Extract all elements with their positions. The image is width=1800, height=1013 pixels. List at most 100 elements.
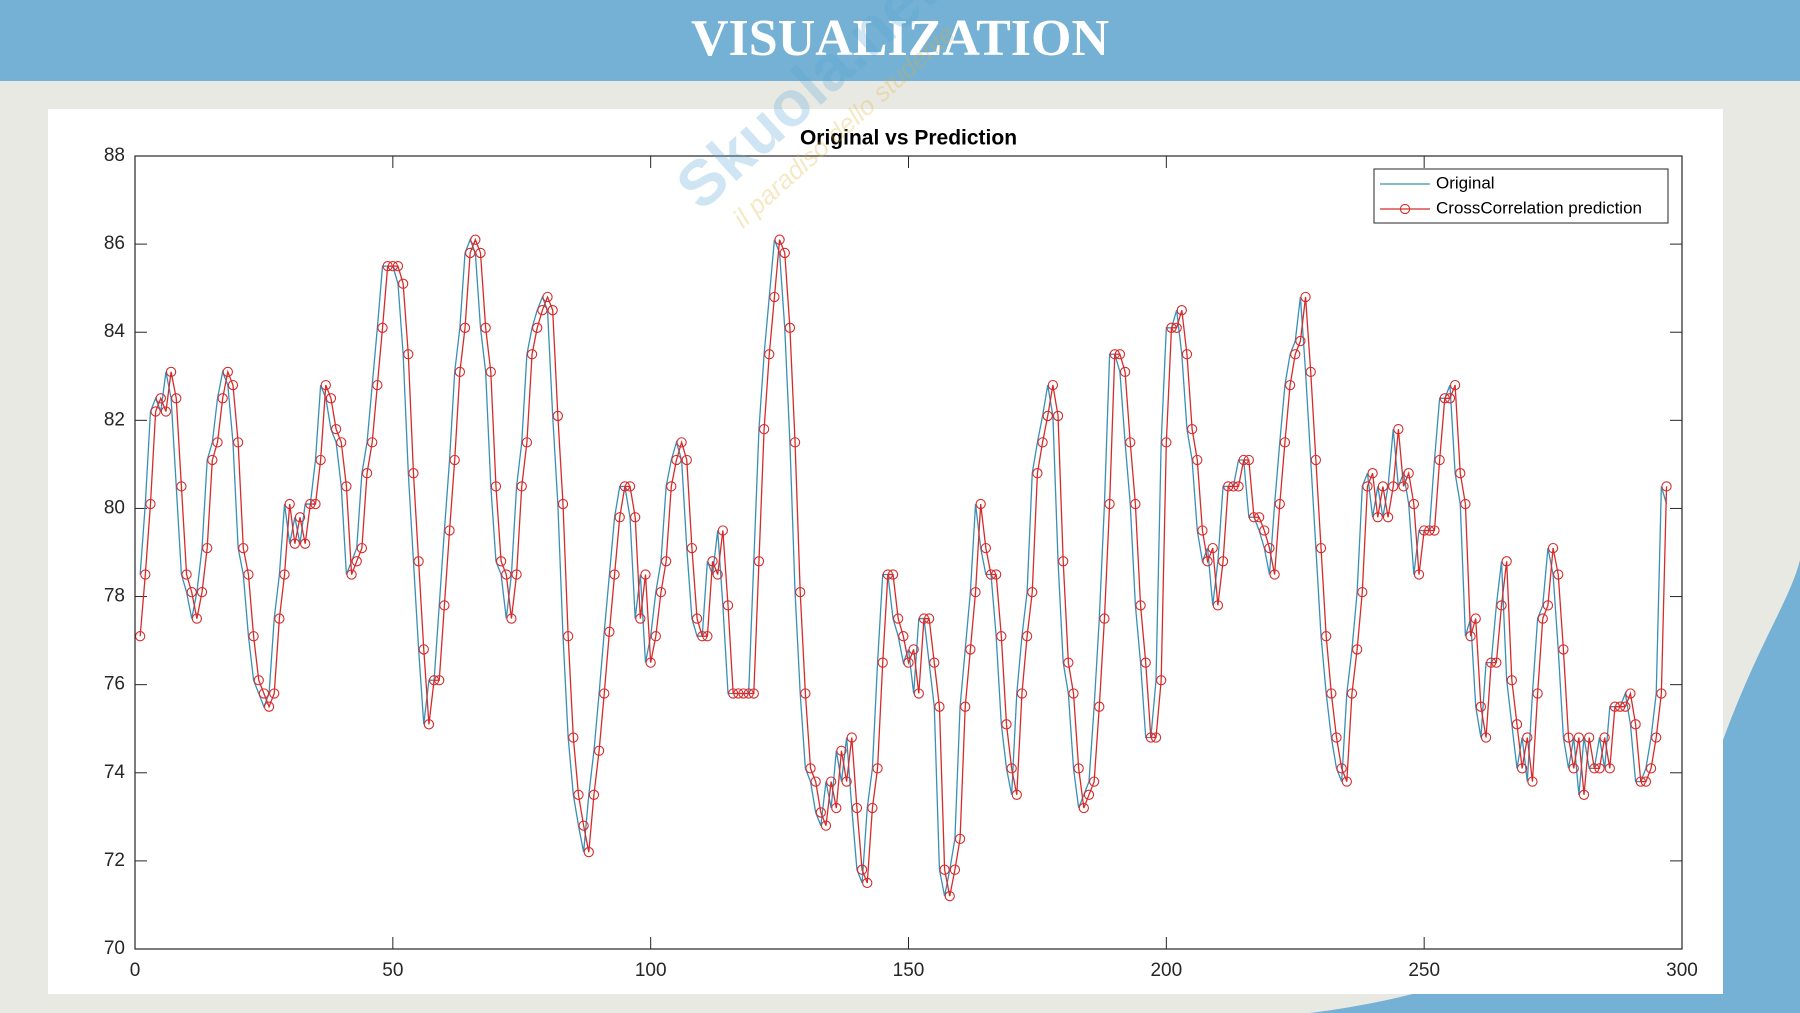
data-point	[882, 569, 894, 580]
data-point	[836, 745, 847, 756]
data-point	[454, 366, 466, 378]
data-point	[635, 613, 646, 624]
data-point	[820, 820, 832, 831]
data-point	[573, 789, 584, 800]
data-point	[1150, 732, 1162, 743]
y-tick-label: 80	[104, 497, 125, 518]
data-point	[991, 569, 1002, 580]
data-point	[377, 322, 388, 333]
data-point	[1609, 701, 1621, 712]
data-point	[923, 613, 935, 624]
data-point	[1620, 701, 1631, 712]
data-point	[227, 379, 239, 391]
y-tick-label: 88	[104, 145, 125, 166]
data-point	[1470, 613, 1481, 624]
data-point	[640, 569, 651, 580]
data-point	[387, 260, 398, 272]
data-point	[666, 481, 677, 492]
data-point	[1589, 763, 1600, 774]
data-point	[1599, 732, 1610, 743]
data-point	[1295, 335, 1306, 347]
data-point	[1439, 393, 1450, 404]
data-point	[449, 454, 460, 466]
data-point	[336, 437, 347, 448]
data-point	[1362, 481, 1373, 492]
data-point	[867, 802, 878, 814]
data-point	[779, 247, 790, 259]
x-tick-label: 150	[893, 960, 925, 981]
data-point	[356, 542, 368, 554]
data-point	[367, 437, 378, 448]
data-point	[1254, 512, 1265, 523]
data-point	[1547, 542, 1559, 554]
data-point	[392, 260, 404, 272]
data-point	[1393, 423, 1404, 435]
data-point	[800, 688, 811, 699]
x-tick-label: 0	[130, 960, 141, 981]
data-point	[944, 890, 955, 902]
data-point	[717, 525, 729, 536]
data-point	[434, 675, 445, 686]
x-tick-label: 300	[1666, 960, 1698, 981]
data-point	[578, 820, 589, 831]
data-point	[1083, 789, 1095, 800]
data-point	[614, 512, 625, 523]
data-point	[949, 864, 961, 875]
data-point	[444, 525, 455, 536]
data-point	[284, 498, 295, 510]
data-point	[1274, 498, 1285, 510]
data-point	[1594, 763, 1605, 774]
data-point	[893, 613, 904, 624]
data-point	[397, 278, 409, 289]
data-point	[1357, 587, 1368, 598]
data-point	[1181, 349, 1193, 360]
data-point	[1233, 481, 1244, 492]
data-point	[274, 613, 285, 624]
data-point	[1522, 732, 1533, 743]
data-point	[1176, 305, 1187, 316]
data-point	[1171, 322, 1182, 333]
data-point	[898, 631, 909, 642]
data-point	[743, 688, 754, 699]
data-point	[604, 626, 615, 637]
data-point	[351, 556, 362, 567]
data-point	[1532, 688, 1543, 699]
data-point	[1651, 732, 1662, 743]
data-point	[1496, 600, 1507, 611]
data-point	[1125, 437, 1136, 448]
legend-box	[1373, 168, 1669, 224]
data-point	[279, 569, 290, 580]
data-point	[1516, 763, 1528, 774]
data-point	[650, 631, 661, 642]
data-point	[1661, 481, 1672, 492]
chart-title: Original vs Prediction	[800, 127, 1017, 150]
data-point	[1264, 542, 1275, 554]
header-band	[0, 0, 1800, 81]
data-point	[1145, 732, 1157, 743]
x-tick-label: 200	[1150, 960, 1182, 981]
data-point	[1398, 481, 1409, 492]
data-point	[490, 481, 502, 492]
data-point	[212, 437, 223, 448]
data-point	[165, 366, 177, 378]
data-point	[1527, 776, 1538, 787]
y-tick-label: 72	[104, 850, 125, 871]
data-point	[253, 675, 264, 686]
data-point	[232, 437, 244, 448]
data-point	[568, 732, 579, 743]
data-point	[784, 322, 796, 333]
data-point	[609, 569, 620, 580]
data-point	[150, 406, 161, 417]
data-point	[1161, 437, 1172, 448]
series-line	[139, 237, 1668, 897]
data-point	[1542, 600, 1554, 611]
data-point	[1202, 556, 1213, 567]
y-tick-label: 86	[104, 233, 125, 254]
data-point	[1656, 688, 1667, 699]
data-point	[1088, 776, 1100, 787]
data-point	[320, 379, 331, 391]
data-point	[1635, 776, 1646, 787]
data-point	[501, 569, 512, 580]
data-point	[1212, 600, 1224, 611]
